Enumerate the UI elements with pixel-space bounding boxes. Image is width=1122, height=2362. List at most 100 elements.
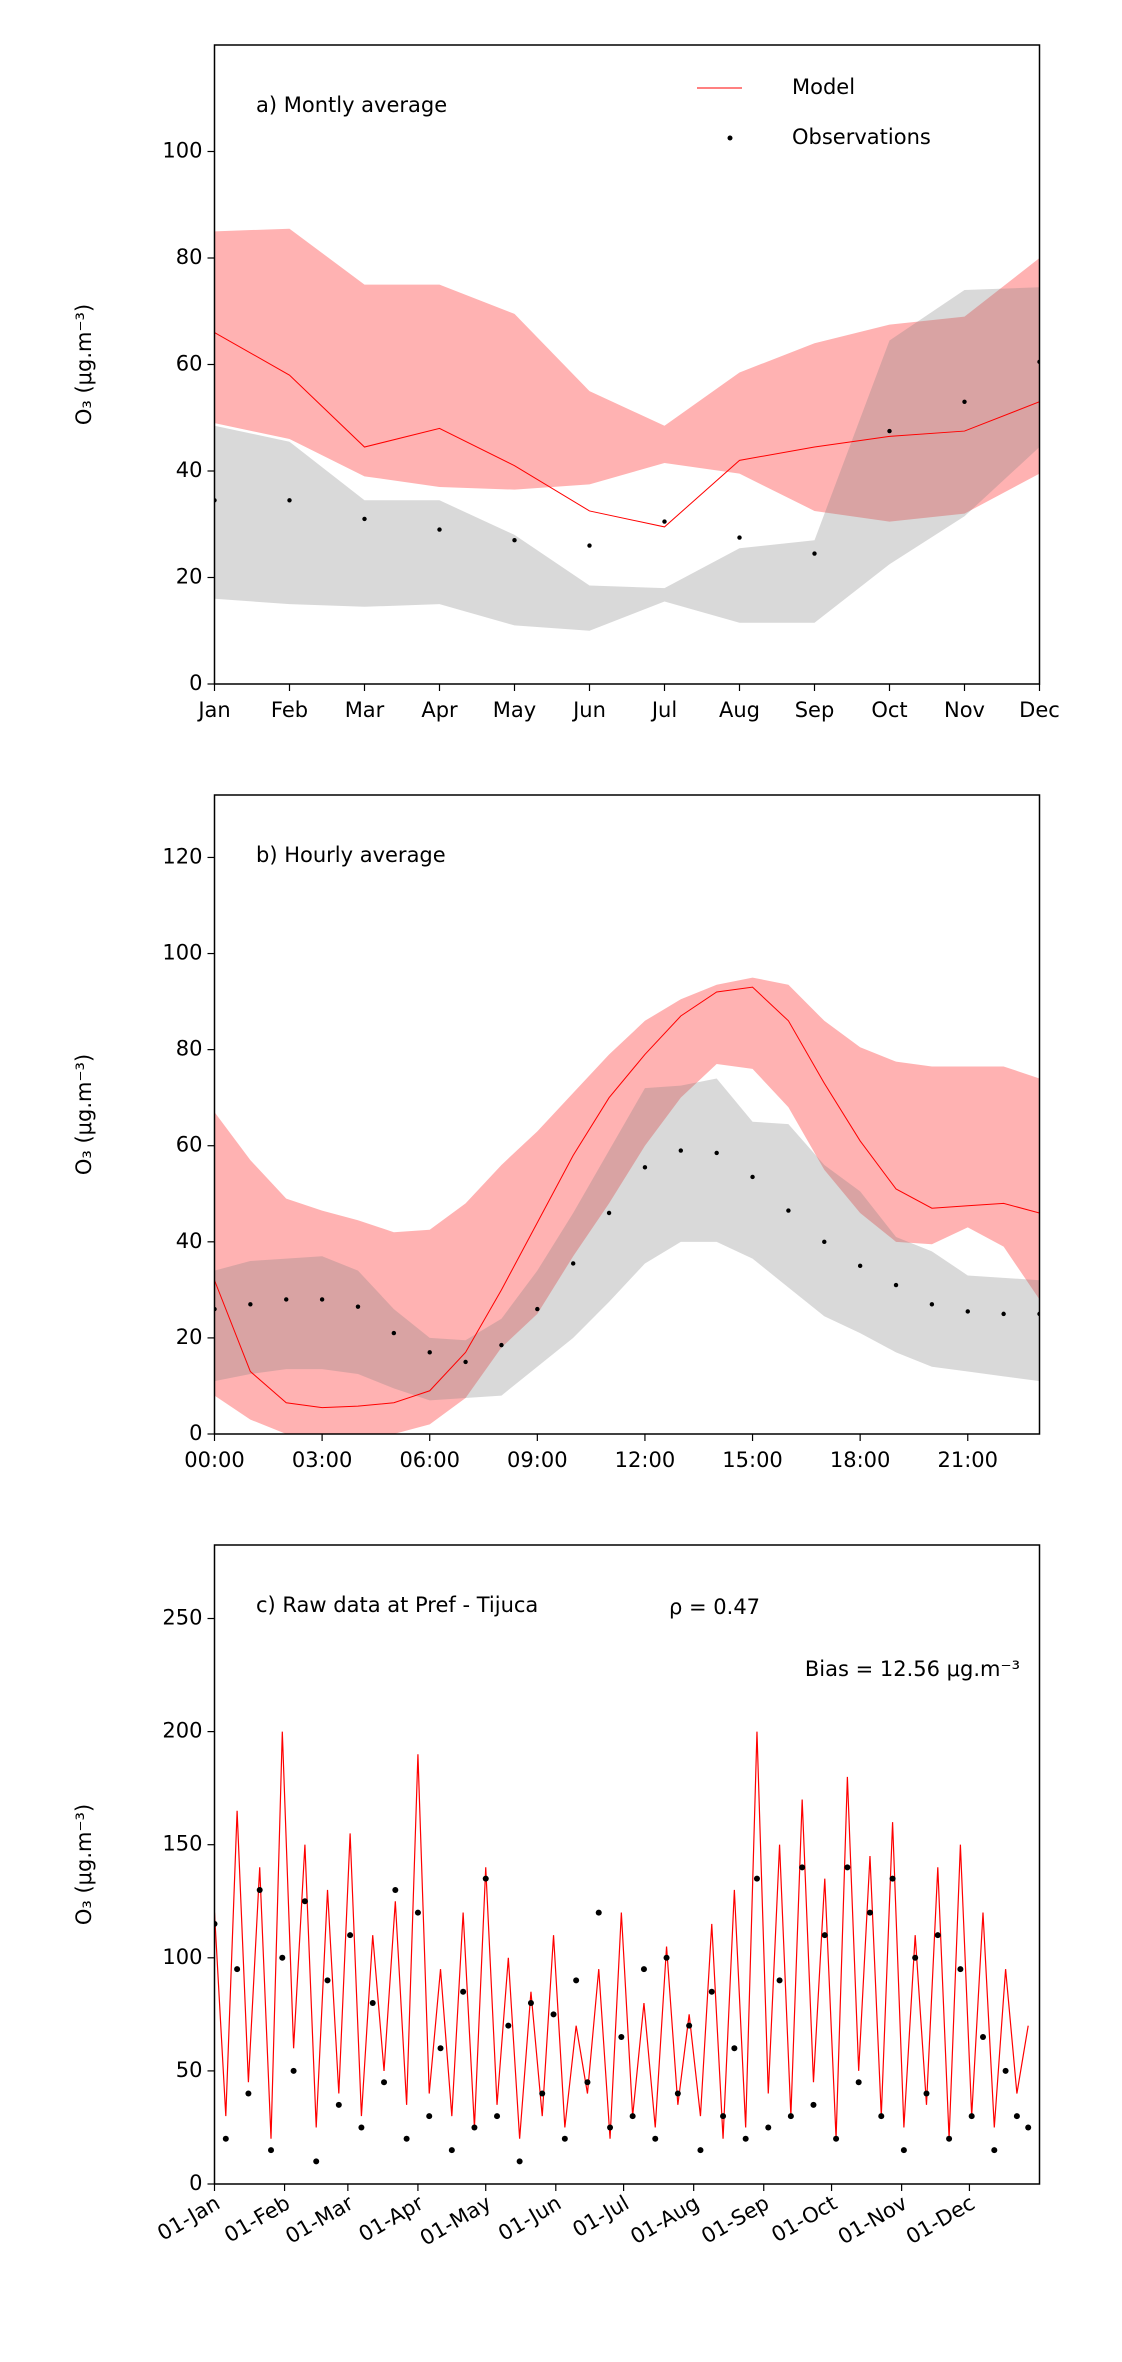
observation — [855, 2079, 862, 2086]
x-tick-label: Apr — [421, 698, 458, 722]
observation — [606, 1210, 612, 1216]
observation — [535, 1306, 540, 1312]
axes-frame — [213, 1544, 1041, 2185]
x-tick-label: 01-Jan — [153, 2191, 224, 2246]
y-tick-label: 250 — [162, 1606, 202, 1630]
observation — [708, 1988, 715, 1995]
model-line — [214, 986, 1040, 1409]
observation — [1013, 2113, 1020, 2120]
x-tick-label: 01-Mar — [281, 2191, 357, 2249]
observation — [561, 2135, 568, 2142]
observation — [324, 1977, 331, 1984]
observation — [313, 2158, 320, 2165]
x-tick-label: 01-Apr — [355, 2191, 428, 2247]
legend-label: Observations — [792, 125, 931, 149]
y-tick-label: 0 — [189, 2171, 202, 2195]
y-axis-label: O₃ (μg.m⁻³) — [72, 304, 96, 425]
observation — [629, 2113, 636, 2120]
observation — [968, 2113, 975, 2120]
observation — [245, 2090, 252, 2097]
observation — [812, 551, 817, 556]
y-tick-label: 20 — [176, 1325, 203, 1349]
x-tick-label: Jan — [196, 698, 230, 722]
x-tick-label: 01-Jul — [568, 2191, 633, 2242]
observation — [776, 1977, 783, 1984]
observation — [737, 535, 742, 540]
observation — [595, 1909, 602, 1916]
observation — [857, 1263, 863, 1269]
observation — [1001, 1311, 1006, 1317]
observation — [799, 1864, 806, 1871]
observation — [720, 2113, 727, 2120]
x-tick-label: Nov — [944, 698, 985, 722]
x-tick-label: May — [493, 698, 536, 722]
y-axis-label: O₃ (μg.m⁻³) — [72, 1054, 96, 1175]
observation — [714, 1150, 719, 1156]
observation — [607, 2124, 614, 2131]
observation — [287, 498, 292, 503]
observation — [934, 1932, 941, 1939]
x-tick-label: 01-Dec — [902, 2191, 979, 2249]
observation — [697, 2147, 704, 2154]
observation — [347, 1932, 354, 1939]
x-tick-label: 15:00 — [722, 1448, 783, 1472]
x-tick-label: 01-Oct — [767, 2191, 841, 2247]
observation — [279, 1954, 286, 1961]
observation — [499, 1342, 504, 1348]
observation — [810, 2101, 817, 2108]
model-line — [214, 1731, 1029, 2139]
panel-title: c) Raw data at Pref - Tijuca — [256, 1593, 538, 1617]
x-tick-label: Oct — [871, 698, 907, 722]
observation — [946, 2135, 953, 2142]
observation — [929, 1302, 935, 1307]
observation — [642, 1165, 648, 1170]
y-tick-label: 120 — [162, 844, 202, 868]
x-tick-label: 09:00 — [507, 1448, 568, 1472]
observation — [471, 2124, 478, 2131]
observation — [674, 2090, 681, 2097]
observation — [866, 1909, 873, 1916]
y-tick-label: 40 — [176, 1229, 203, 1253]
observation — [900, 2147, 907, 2154]
y-tick-label: 80 — [176, 245, 203, 269]
y-tick-label: 150 — [162, 1832, 202, 1856]
y-tick-label: 200 — [162, 1719, 202, 1743]
observation — [381, 2079, 388, 2086]
y-tick-label: 0 — [189, 1421, 202, 1445]
observation — [822, 1239, 827, 1245]
observation — [584, 2079, 591, 2086]
observation — [482, 1875, 489, 1882]
observation — [912, 1954, 919, 1961]
y-tick-label: 20 — [176, 565, 203, 589]
x-tick-label: 03:00 — [292, 1448, 353, 1472]
observation — [753, 1875, 760, 1882]
band — [214, 228, 1040, 522]
x-tick-label: 18:00 — [830, 1448, 891, 1472]
observation — [965, 1309, 970, 1314]
band — [214, 1078, 1040, 1401]
observation — [923, 2090, 930, 2097]
observation — [786, 1208, 791, 1213]
observation — [516, 2158, 523, 2165]
x-tick-label: 01-Aug — [626, 2191, 703, 2249]
observation — [248, 1302, 253, 1307]
observation — [391, 1330, 397, 1336]
observation — [889, 1875, 896, 1882]
observation — [979, 2033, 986, 2040]
observation — [587, 543, 592, 548]
observation — [362, 516, 367, 522]
x-tick-label: 21:00 — [937, 1448, 998, 1472]
observation — [686, 2022, 693, 2029]
observation — [765, 2124, 772, 2131]
axes-frame — [213, 794, 1041, 1435]
observation — [844, 1864, 851, 1871]
observation — [358, 2124, 365, 2131]
observation — [878, 2113, 885, 2120]
observation — [662, 519, 667, 524]
y-tick-label: 60 — [176, 352, 203, 376]
observation — [414, 1909, 421, 1916]
correlation: ρ = 0.47 — [669, 1595, 760, 1619]
x-tick-label: 12:00 — [615, 1448, 676, 1472]
y-tick-label: 50 — [176, 2058, 203, 2082]
